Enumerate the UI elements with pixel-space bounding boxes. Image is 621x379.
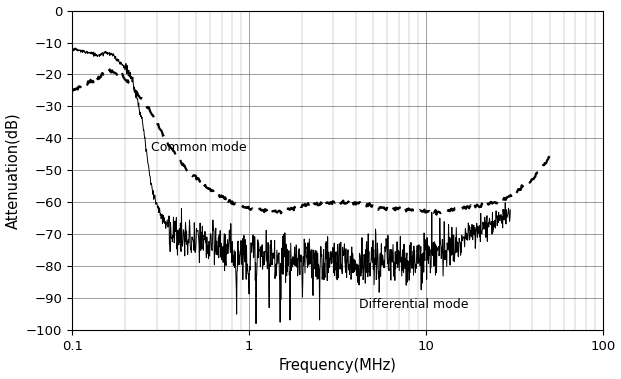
Text: Differential mode: Differential mode	[360, 298, 469, 311]
Text: Common mode: Common mode	[152, 141, 247, 154]
Y-axis label: Attenuation(dB): Attenuation(dB)	[6, 112, 20, 229]
X-axis label: Frequency(MHz): Frequency(MHz)	[279, 359, 396, 373]
